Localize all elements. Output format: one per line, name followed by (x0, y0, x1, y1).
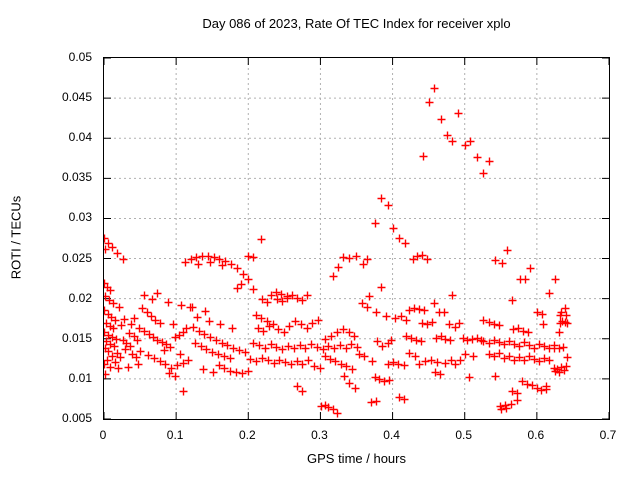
y-tick-label: 0.045 (61, 90, 92, 105)
y-tick-label: 0.03 (68, 210, 92, 225)
y-tick-label: 0.04 (68, 130, 92, 145)
x-tick-label: 0.4 (383, 428, 400, 442)
x-tick-label: 0.3 (311, 428, 328, 442)
y-tick-label: 0.035 (61, 170, 92, 185)
x-tick-label: 0.7 (599, 428, 617, 442)
y-tick-label: 0.05 (68, 50, 92, 64)
x-tick-label: 0.2 (238, 428, 256, 442)
x-axis-label: GPS time / hours (307, 451, 406, 466)
y-axis-label: ROTI / TECUs (8, 195, 24, 280)
y-tick-label: 0.005 (61, 411, 92, 425)
y-tick-label: 0.015 (61, 330, 92, 345)
scatter-canvas (104, 58, 609, 419)
x-tick-label: 0.6 (527, 428, 545, 442)
chart-title: Day 086 of 2023, Rate Of TEC Index for r… (202, 16, 511, 31)
x-tick-label: 0.1 (166, 428, 184, 442)
x-tick-label: 0.5 (455, 428, 473, 442)
x-tick-label: 0 (99, 428, 107, 442)
y-tick-label: 0.025 (61, 250, 92, 265)
y-tick-label: 0.02 (68, 290, 92, 305)
plot-area (103, 57, 610, 420)
y-tick-label: 0.01 (68, 370, 92, 385)
